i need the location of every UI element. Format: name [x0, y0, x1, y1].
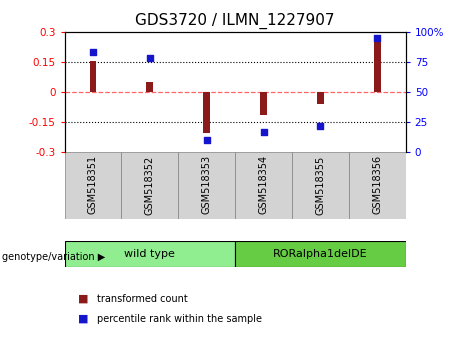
Bar — [374, 37, 381, 92]
Text: RORalpha1delDE: RORalpha1delDE — [273, 249, 368, 259]
Bar — [65, 241, 235, 267]
Text: wild type: wild type — [124, 249, 175, 259]
Point — [146, 56, 154, 61]
Bar — [147, 82, 153, 92]
Point — [373, 35, 381, 41]
Text: GSM518353: GSM518353 — [201, 155, 212, 215]
Bar — [292, 152, 349, 219]
Bar — [349, 152, 406, 219]
Point — [203, 137, 210, 143]
Text: GSM518356: GSM518356 — [372, 155, 382, 215]
Text: GSM518351: GSM518351 — [88, 155, 98, 215]
Point — [260, 129, 267, 135]
Text: transformed count: transformed count — [97, 294, 188, 304]
Bar — [235, 152, 292, 219]
Bar — [178, 152, 235, 219]
Bar — [65, 152, 121, 219]
Text: GSM518355: GSM518355 — [315, 155, 325, 215]
Bar — [203, 92, 210, 133]
Bar — [89, 61, 96, 92]
Text: ■: ■ — [78, 294, 89, 304]
Point — [317, 123, 324, 129]
Text: ■: ■ — [78, 314, 89, 324]
Title: GDS3720 / ILMN_1227907: GDS3720 / ILMN_1227907 — [136, 13, 335, 29]
Text: GSM518354: GSM518354 — [259, 155, 269, 215]
Point — [89, 50, 97, 55]
Bar — [235, 241, 406, 267]
Text: percentile rank within the sample: percentile rank within the sample — [97, 314, 262, 324]
Bar — [121, 152, 178, 219]
Bar — [260, 92, 267, 115]
Text: GSM518352: GSM518352 — [145, 155, 155, 215]
Bar — [317, 92, 324, 103]
Text: genotype/variation ▶: genotype/variation ▶ — [2, 252, 106, 262]
